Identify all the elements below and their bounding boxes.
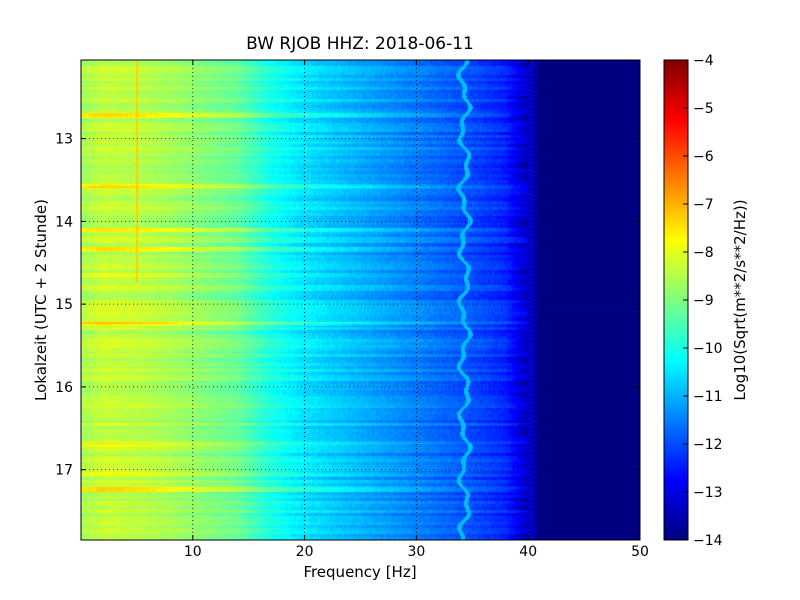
grid-lines <box>81 60 640 540</box>
x-axis: 10 20 30 40 50 <box>184 60 649 560</box>
y-tick-label: 15 <box>55 297 73 313</box>
x-tick-label: 20 <box>296 544 314 560</box>
y-tick-label: 17 <box>55 463 73 479</box>
y-axis: 13 14 15 16 17 <box>55 132 640 479</box>
colorbar-tick-label: −10 <box>693 341 723 357</box>
plot-frame <box>80 59 641 541</box>
colorbar-ticks: −4 −5 −6 −7 −8 −9 −10 −11 −12 −13 −14 <box>683 53 723 549</box>
plot-area <box>81 60 640 540</box>
spectrogram-heatmap <box>81 60 640 540</box>
x-axis-label: Frequency [Hz] <box>303 563 416 581</box>
chart-title: BW RJOB HHZ: 2018-06-11 <box>246 34 474 54</box>
y-axis-label: Lokalzeit (UTC + 2 Stunde) <box>32 199 50 401</box>
y-tick-label: 13 <box>55 132 73 148</box>
x-tick-label: 10 <box>184 544 202 560</box>
y-tick-label: 14 <box>55 214 73 230</box>
colorbar-tick-label: −13 <box>693 485 723 501</box>
colorbar-tick-label: −14 <box>693 533 723 549</box>
colorbar-label: Log10(Sqrt(m**2/s**2/Hz)) <box>731 199 749 400</box>
x-tick-label: 50 <box>631 544 649 560</box>
colorbar-tick-label: −6 <box>693 149 714 165</box>
x-tick-label: 40 <box>519 544 537 560</box>
colorbar: −4 −5 −6 −7 −8 −9 −10 −11 −12 −13 −14 Log10(Sqrt(m… <box>663 53 749 549</box>
y-tick-label: 16 <box>55 380 73 396</box>
colorbar-tick-label: −9 <box>693 293 714 309</box>
x-tick-label: 30 <box>407 544 425 560</box>
colorbar-tick-label: −11 <box>693 389 723 405</box>
colorbar-tick-label: −12 <box>693 437 723 453</box>
colorbar-tick-label: −8 <box>693 245 714 261</box>
colorbar-tick-label: −4 <box>693 53 714 69</box>
colorbar-tick-label: −7 <box>693 197 714 213</box>
colorbar-tick-label: −5 <box>693 101 714 117</box>
